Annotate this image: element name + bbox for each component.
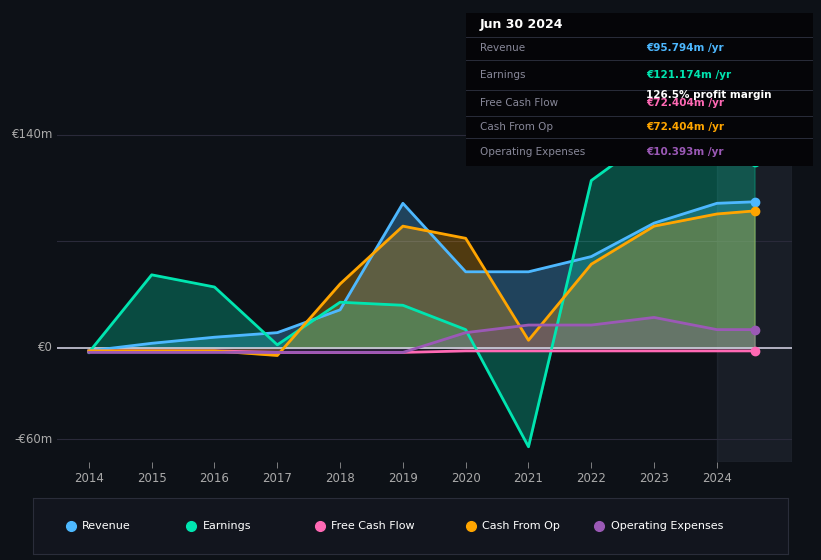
Text: €121.174m /yr: €121.174m /yr: [646, 70, 732, 80]
Text: €10.393m /yr: €10.393m /yr: [646, 147, 724, 157]
Text: -€60m: -€60m: [15, 433, 53, 446]
Text: Jun 30 2024: Jun 30 2024: [480, 18, 563, 31]
Text: €72.404m /yr: €72.404m /yr: [646, 97, 724, 108]
Text: Revenue: Revenue: [82, 521, 131, 531]
Text: Cash From Op: Cash From Op: [482, 521, 560, 531]
Text: €95.794m /yr: €95.794m /yr: [646, 44, 724, 54]
Text: €140m: €140m: [11, 128, 53, 141]
Text: Free Cash Flow: Free Cash Flow: [331, 521, 415, 531]
Text: Earnings: Earnings: [203, 521, 251, 531]
Text: Free Cash Flow: Free Cash Flow: [480, 97, 558, 108]
Text: Revenue: Revenue: [480, 44, 525, 54]
Text: 126.5% profit margin: 126.5% profit margin: [646, 90, 772, 100]
Bar: [717, 112, 792, 462]
Text: €72.404m /yr: €72.404m /yr: [646, 122, 724, 132]
Text: Earnings: Earnings: [480, 70, 525, 80]
Text: €0: €0: [39, 342, 53, 354]
Text: Operating Expenses: Operating Expenses: [611, 521, 723, 531]
Text: Operating Expenses: Operating Expenses: [480, 147, 585, 157]
Text: Cash From Op: Cash From Op: [480, 122, 553, 132]
